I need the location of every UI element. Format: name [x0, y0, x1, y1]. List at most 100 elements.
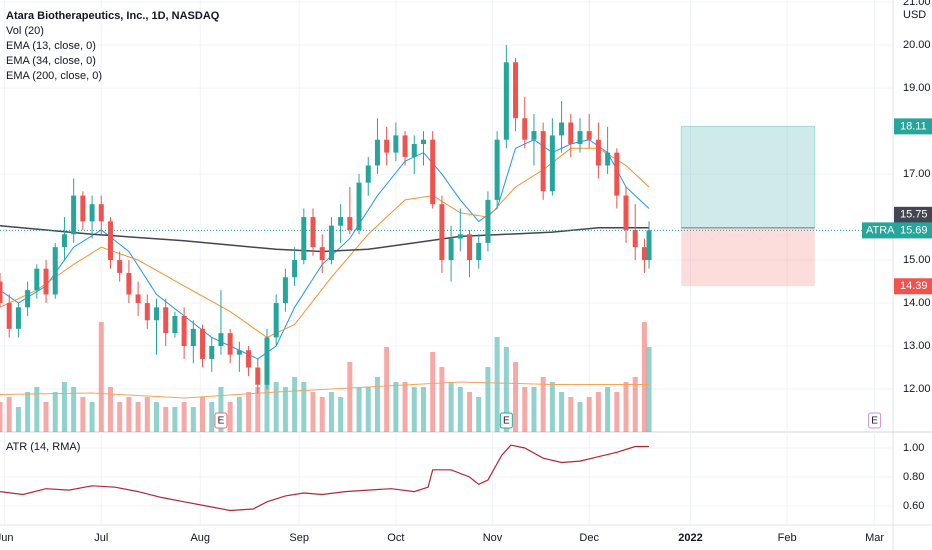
price-tag-label: 14.39	[900, 280, 928, 292]
ema-line	[0, 139, 650, 360]
x-tick-label: Sep	[289, 532, 309, 544]
x-tick-label: Dec	[579, 532, 599, 544]
candle-body	[457, 234, 463, 239]
candle-body	[411, 144, 417, 157]
volume-bar	[227, 402, 233, 432]
volume-bar	[80, 397, 86, 432]
volume-bar	[34, 387, 40, 432]
legend-item: EMA (13, close, 0)	[6, 40, 96, 52]
volume-bar	[448, 382, 454, 432]
candle-body	[282, 277, 288, 304]
x-tick-label: Feb	[778, 532, 797, 544]
volume-bar	[374, 377, 380, 432]
volume-bar	[632, 377, 638, 432]
candle-body	[292, 260, 298, 278]
volume-bar	[420, 387, 426, 432]
volume-bar	[126, 397, 132, 432]
volume-bar	[328, 392, 334, 432]
price-tag-label: 15.69	[900, 224, 928, 236]
candle-body	[503, 62, 509, 140]
volume-bar	[586, 397, 592, 432]
price-tag	[894, 118, 932, 135]
volume-bar	[273, 382, 279, 432]
candle-body	[246, 350, 252, 368]
chart-title: Atara Biotherapeutics, Inc., 1D, NASDAQ	[6, 10, 220, 22]
volume-bar	[107, 387, 113, 432]
candle-body	[646, 230, 652, 261]
candle-body	[25, 290, 31, 308]
candle-body	[559, 122, 565, 136]
y-tick-label: 0.60	[903, 500, 924, 512]
volume-bar	[209, 402, 215, 432]
candle-body	[6, 303, 12, 329]
volume-bar	[264, 367, 270, 432]
candle-body	[154, 307, 160, 321]
volume-bar	[43, 402, 49, 432]
y-tick-label: 15.00	[903, 254, 931, 266]
volume-bar	[163, 407, 169, 432]
candle-body	[209, 346, 215, 359]
x-tick-label: Jul	[94, 532, 108, 544]
volume-bar	[559, 392, 565, 432]
atr-label: ATR (14, RMA)	[6, 441, 80, 453]
volume-bar	[623, 382, 629, 432]
volume-bar	[476, 397, 482, 432]
candle-body	[485, 199, 491, 243]
candle-body	[605, 152, 611, 166]
candle-body	[319, 247, 325, 261]
candle-body	[476, 242, 482, 261]
volume-bar	[98, 322, 104, 432]
candle-body	[144, 303, 150, 321]
volume-bar	[338, 397, 344, 432]
candle-body	[568, 122, 574, 144]
candle-body	[172, 315, 178, 334]
candle-body	[402, 135, 408, 157]
price-tag	[894, 206, 932, 223]
legend-item: EMA (200, close, 0)	[6, 70, 102, 82]
symbol-tag	[862, 222, 894, 239]
volume-bar	[439, 367, 445, 432]
candle-body	[540, 131, 546, 192]
candle-body	[80, 195, 86, 222]
x-tick-label: Nov	[483, 532, 503, 544]
volume-bar	[190, 407, 196, 432]
volume-bar	[494, 337, 500, 432]
candle-body	[641, 247, 647, 261]
y-tick-label: 13.00	[903, 340, 931, 352]
loss-zone	[681, 227, 815, 287]
candle-body	[347, 217, 353, 230]
volume-bar	[319, 397, 325, 432]
volume-bar	[467, 392, 473, 432]
candle-body	[420, 139, 426, 144]
candle-body	[531, 131, 537, 140]
volume-bar	[292, 377, 298, 432]
volume-bar	[154, 402, 160, 432]
y-tick-label: 1.00	[903, 442, 924, 454]
volume-bar	[513, 362, 519, 432]
earnings-label: E	[871, 416, 878, 427]
volume-bar	[246, 392, 252, 432]
candle-body	[273, 303, 279, 338]
earnings-label: E	[503, 416, 510, 427]
volume-bar	[15, 407, 21, 432]
candle-body	[89, 204, 95, 222]
candle-body	[467, 234, 473, 261]
candle-body	[0, 281, 3, 304]
volume-bar	[540, 377, 546, 432]
legend-item: Vol (20)	[6, 25, 44, 37]
volume-bar	[310, 392, 316, 432]
volume-ma	[0, 381, 649, 399]
volume-bar	[135, 402, 141, 432]
price-tag-label: 15.75	[900, 209, 928, 221]
volume-bar	[549, 382, 555, 432]
ema-line	[0, 224, 649, 253]
candle-body	[255, 367, 261, 385]
legend-item: EMA (34, close, 0)	[6, 55, 96, 67]
volume-bar	[255, 387, 261, 432]
earnings-label: E	[218, 416, 225, 427]
volume-bar	[282, 387, 288, 432]
